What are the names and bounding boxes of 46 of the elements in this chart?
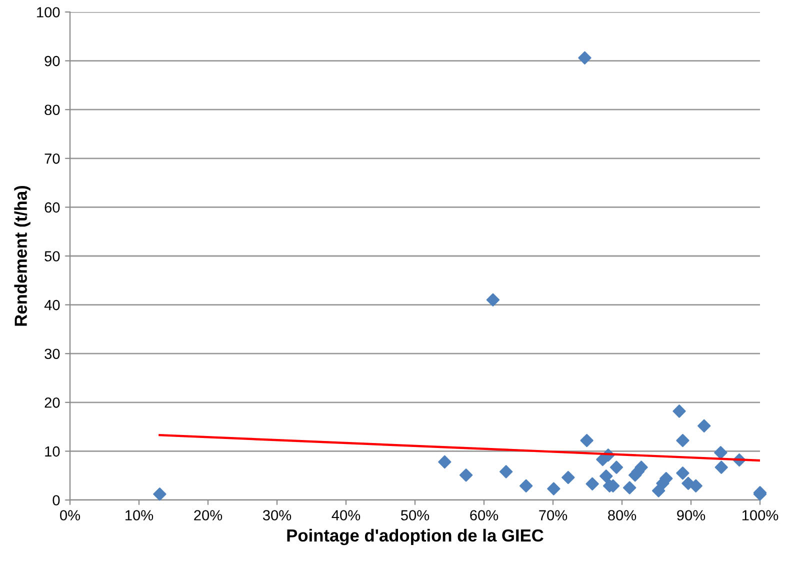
- y-tick-label: 30: [44, 348, 60, 360]
- point: [689, 479, 702, 492]
- y-axis-title: Rendement (t/ha): [14, 186, 30, 326]
- x-axis-title: Pointage d'adoption de la GIEC: [287, 528, 544, 546]
- point: [547, 482, 560, 496]
- y-tick-label: 20: [44, 398, 60, 408]
- point: [459, 468, 473, 482]
- y-tick-label: 40: [44, 300, 60, 310]
- x-tick-label: 20%: [194, 510, 222, 520]
- y-tick-label: 10: [45, 446, 60, 457]
- y-tick-label: 60: [44, 202, 60, 213]
- point: [578, 51, 592, 64]
- x-tick-label: 0%: [60, 510, 80, 520]
- point: [486, 293, 500, 307]
- point: [610, 460, 624, 474]
- x-tick-label: 100%: [742, 510, 778, 520]
- x-tick-label: 90%: [677, 510, 706, 520]
- point: [586, 477, 599, 490]
- point: [676, 466, 690, 480]
- point: [698, 419, 711, 432]
- point: [580, 434, 594, 448]
- point: [520, 479, 533, 492]
- y-tick-label: 100: [37, 7, 60, 18]
- x-tick-label: 30%: [262, 510, 292, 520]
- y-tick-label: 50: [44, 251, 60, 262]
- point: [714, 460, 728, 474]
- point: [438, 455, 452, 469]
- point: [676, 434, 690, 448]
- point: [499, 465, 513, 478]
- x-tick-label: 60%: [470, 510, 498, 520]
- point: [652, 484, 666, 498]
- x-tick-label: 70%: [539, 510, 568, 520]
- y-tick-label: 70: [44, 154, 60, 164]
- x-tick-label: 10%: [126, 510, 154, 520]
- y-tick-label: 90: [44, 56, 60, 66]
- point: [623, 481, 636, 494]
- y-tick-label: 80: [44, 104, 60, 116]
- point: [714, 446, 728, 460]
- point: [153, 488, 166, 501]
- point: [600, 470, 613, 483]
- point: [562, 470, 575, 484]
- point: [672, 404, 686, 418]
- y-tick-label: 0: [52, 495, 60, 506]
- x-tick-label: 40%: [332, 510, 360, 520]
- x-tick-label: 50%: [400, 510, 430, 520]
- x-tick-label: 80%: [608, 510, 636, 520]
